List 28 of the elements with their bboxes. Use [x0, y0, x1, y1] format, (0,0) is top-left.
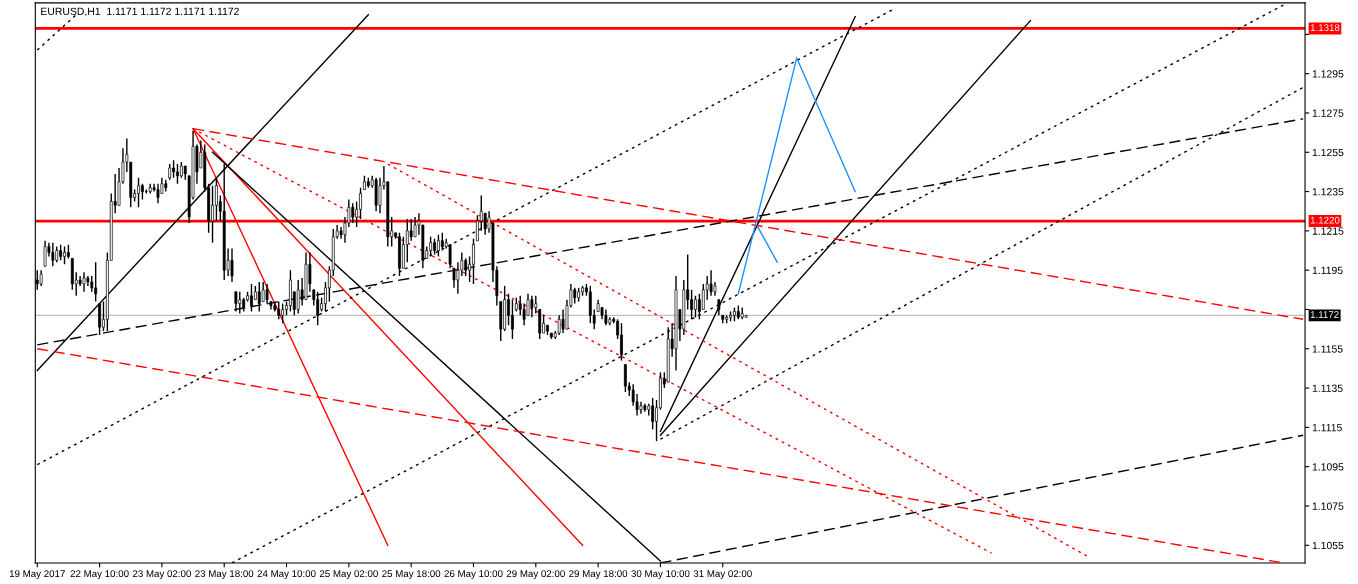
x-tick-label: 23 May 02:00	[132, 570, 191, 579]
x-tick-label: 25 May 02:00	[319, 570, 378, 579]
y-tick-label: 1.1195	[1312, 266, 1343, 275]
x-tick-label: 29 May 18:00	[569, 570, 628, 579]
x-tick-label: 26 May 10:00	[444, 570, 503, 579]
ref-line-label: 1.1318	[1310, 24, 1340, 32]
y-tick-label: 1.1235	[1312, 188, 1344, 196]
x-tick-label: 24 May 10:00	[257, 570, 316, 579]
y-tick-label: 1.1135	[1312, 384, 1343, 392]
x-tick-label: 19 May 2017	[9, 570, 65, 579]
y-tick-label: 1.1115	[1312, 423, 1342, 432]
x-tick-label: 29 May 02:00	[506, 570, 565, 579]
x-tick-label: 30 May 10:00	[631, 570, 690, 579]
x-tick-label: 31 May 02:00	[693, 570, 752, 579]
y-tick-label: 1.1155	[1312, 345, 1343, 353]
y-tick-label: 1.1255	[1312, 148, 1344, 157]
y-tick-label: 1.1075	[1312, 502, 1344, 510]
x-tick-label: 23 May 18:00	[195, 570, 254, 579]
x-tick-label: 25 May 18:00	[382, 570, 441, 579]
y-tick-label: 1.1215	[1312, 227, 1344, 235]
x-tick-label: 22 May 10:00	[70, 570, 129, 579]
ref-line-label: 1.1220	[1310, 216, 1340, 224]
y-tick-label: 1.1055	[1312, 541, 1344, 550]
ref-line-label: 1.1172	[1310, 311, 1339, 318]
chart-title: EURUSD,H1 1.1171 1.1172 1.1171 1.1172	[41, 7, 239, 17]
y-tick-label: 1.1095	[1312, 463, 1344, 471]
y-tick-label: 1.1295	[1312, 70, 1344, 78]
y-tick-label: 1.1275	[1312, 109, 1344, 117]
